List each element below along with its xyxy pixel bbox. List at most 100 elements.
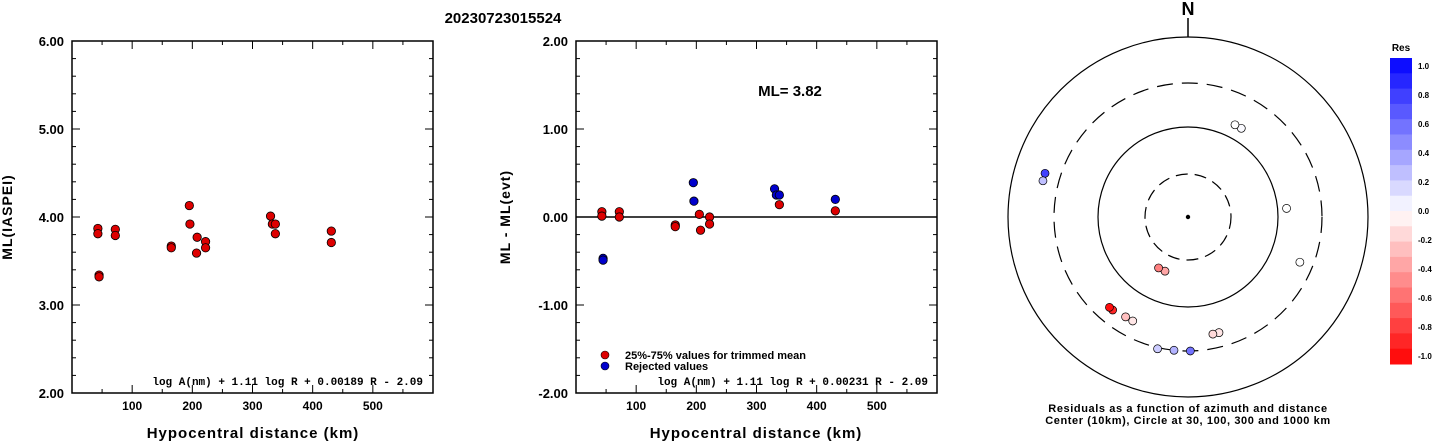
station-marker <box>1121 312 1130 322</box>
station-marker <box>1282 204 1291 213</box>
station-marker <box>1128 316 1138 326</box>
legend-label-rejected: Rejected values <box>625 361 708 373</box>
colorbar-segment <box>1390 180 1412 197</box>
residual-vs-distance-chart: Hypocentral distance (km) ML - ML(evt) M… <box>497 34 938 441</box>
colorbar-segment <box>1390 58 1412 74</box>
y-tick-label: 2.00 <box>39 386 64 401</box>
colorbar-tick-label: -0.4 <box>1418 265 1432 274</box>
caption-line-1: Residuals as a function of azimuth and d… <box>1048 403 1327 415</box>
north-label: N <box>1182 0 1195 19</box>
colorbar-segment <box>1390 195 1412 212</box>
colorbar-title: Res <box>1392 43 1411 54</box>
data-point <box>94 272 104 282</box>
colorbar-segment <box>1390 348 1412 365</box>
x-tick-label: 100 <box>626 399 646 413</box>
colorbar-tick-label: -0.8 <box>1418 323 1432 332</box>
colorbar-segment <box>1390 165 1412 181</box>
data-point <box>184 200 194 211</box>
x-tick-label: 500 <box>867 399 887 413</box>
station-marker <box>1040 168 1050 178</box>
y-tick-label: 3.00 <box>39 298 64 313</box>
colorbar-segment <box>1390 333 1412 350</box>
data-point <box>93 229 103 239</box>
x-tick-label: 500 <box>363 399 383 413</box>
y-tick-label: 4.00 <box>39 210 64 225</box>
ml-vs-distance-chart: Hypocentral distance (km) ML(IASPEI) log… <box>0 34 434 441</box>
station-marker <box>1169 345 1179 355</box>
colorbar-tick-label: 0.0 <box>1418 207 1430 216</box>
colorbar-segment <box>1390 149 1412 166</box>
data-point <box>326 237 336 248</box>
colorbar-segment <box>1390 241 1412 258</box>
data-point <box>688 178 698 188</box>
data-point <box>270 219 280 229</box>
legend-label-trimmed: 25%-75% values for trimmed mean <box>625 350 806 362</box>
y-tick-label: -1.00 <box>538 298 568 313</box>
legend-marker-rejected <box>600 361 610 371</box>
colorbar-segment <box>1390 256 1412 273</box>
data-point <box>185 219 195 229</box>
ring-30km <box>1144 173 1232 261</box>
page-title: 20230723015524 <box>445 10 562 27</box>
station-marker <box>1230 120 1240 130</box>
x-tick-label: 400 <box>807 399 827 413</box>
data-point <box>191 248 202 258</box>
data-point <box>270 229 280 239</box>
y-axis-label: ML - ML(evt) <box>497 170 513 264</box>
caption-line-2: Center (10km), Circle at 30, 100, 300 an… <box>1045 415 1331 427</box>
plot-frame <box>71 40 434 394</box>
x-tick-label: 300 <box>746 399 766 413</box>
x-tick-label: 200 <box>182 399 202 413</box>
colorbar-segment <box>1390 302 1412 319</box>
data-point <box>830 194 840 204</box>
data-point <box>192 232 202 242</box>
colorbar-tick-label: -0.2 <box>1418 236 1432 245</box>
legend-marker-trimmed <box>600 350 610 360</box>
station-marker <box>1154 263 1163 273</box>
data-point <box>695 225 706 235</box>
x-tick-label: 100 <box>122 399 142 413</box>
x-tick-label: 300 <box>242 399 262 413</box>
azimuth-residual-plot: N Residuals as a function of azimuth and… <box>1007 0 1432 427</box>
data-point <box>200 243 211 253</box>
data-point <box>110 230 120 241</box>
station-marker <box>1295 257 1305 267</box>
data-point <box>704 219 715 229</box>
station-marker <box>1185 346 1195 356</box>
data-point <box>166 243 176 253</box>
colorbar-tick-label: 0.4 <box>1418 149 1430 158</box>
x-tick-label: 400 <box>303 399 323 413</box>
station-marker <box>1105 303 1114 312</box>
colorbar-tick-label: -0.6 <box>1418 294 1432 303</box>
station-marker <box>1038 176 1048 186</box>
colorbar-segment <box>1390 272 1412 288</box>
x-axis-label: Hypocentral distance (km) <box>147 425 360 441</box>
y-tick-label: 0.00 <box>543 210 568 225</box>
colorbar-segment <box>1390 211 1412 227</box>
data-point <box>326 226 336 236</box>
colorbar-segment <box>1390 103 1412 120</box>
y-tick-label: -2.00 <box>538 386 568 401</box>
ring-100km <box>1097 126 1279 308</box>
colorbar-segment <box>1390 73 1412 90</box>
data-point <box>670 222 680 232</box>
y-axis-label: ML(IASPEI) <box>0 174 15 259</box>
data-point <box>774 200 784 210</box>
colorbar-segment <box>1390 88 1412 105</box>
data-point <box>830 206 840 216</box>
colorbar-segment <box>1390 226 1412 243</box>
colorbar-segment <box>1390 318 1412 334</box>
y-tick-label: 5.00 <box>39 122 64 137</box>
y-tick-label: 1.00 <box>543 122 568 137</box>
formula-text: log A(nm) + 1.11 log R + 0.00189 R - 2.0… <box>152 377 423 389</box>
colorbar-tick-label: 1.0 <box>1418 62 1430 71</box>
y-tick-label: 6.00 <box>39 34 64 49</box>
epicenter-dot <box>1185 214 1191 220</box>
data-point <box>614 212 624 222</box>
data-point <box>694 209 704 219</box>
data-point <box>265 211 276 221</box>
colorbar-tick-label: 0.8 <box>1418 91 1430 100</box>
colorbar-segment <box>1390 287 1412 304</box>
ml-annotation: ML= 3.82 <box>758 83 822 100</box>
